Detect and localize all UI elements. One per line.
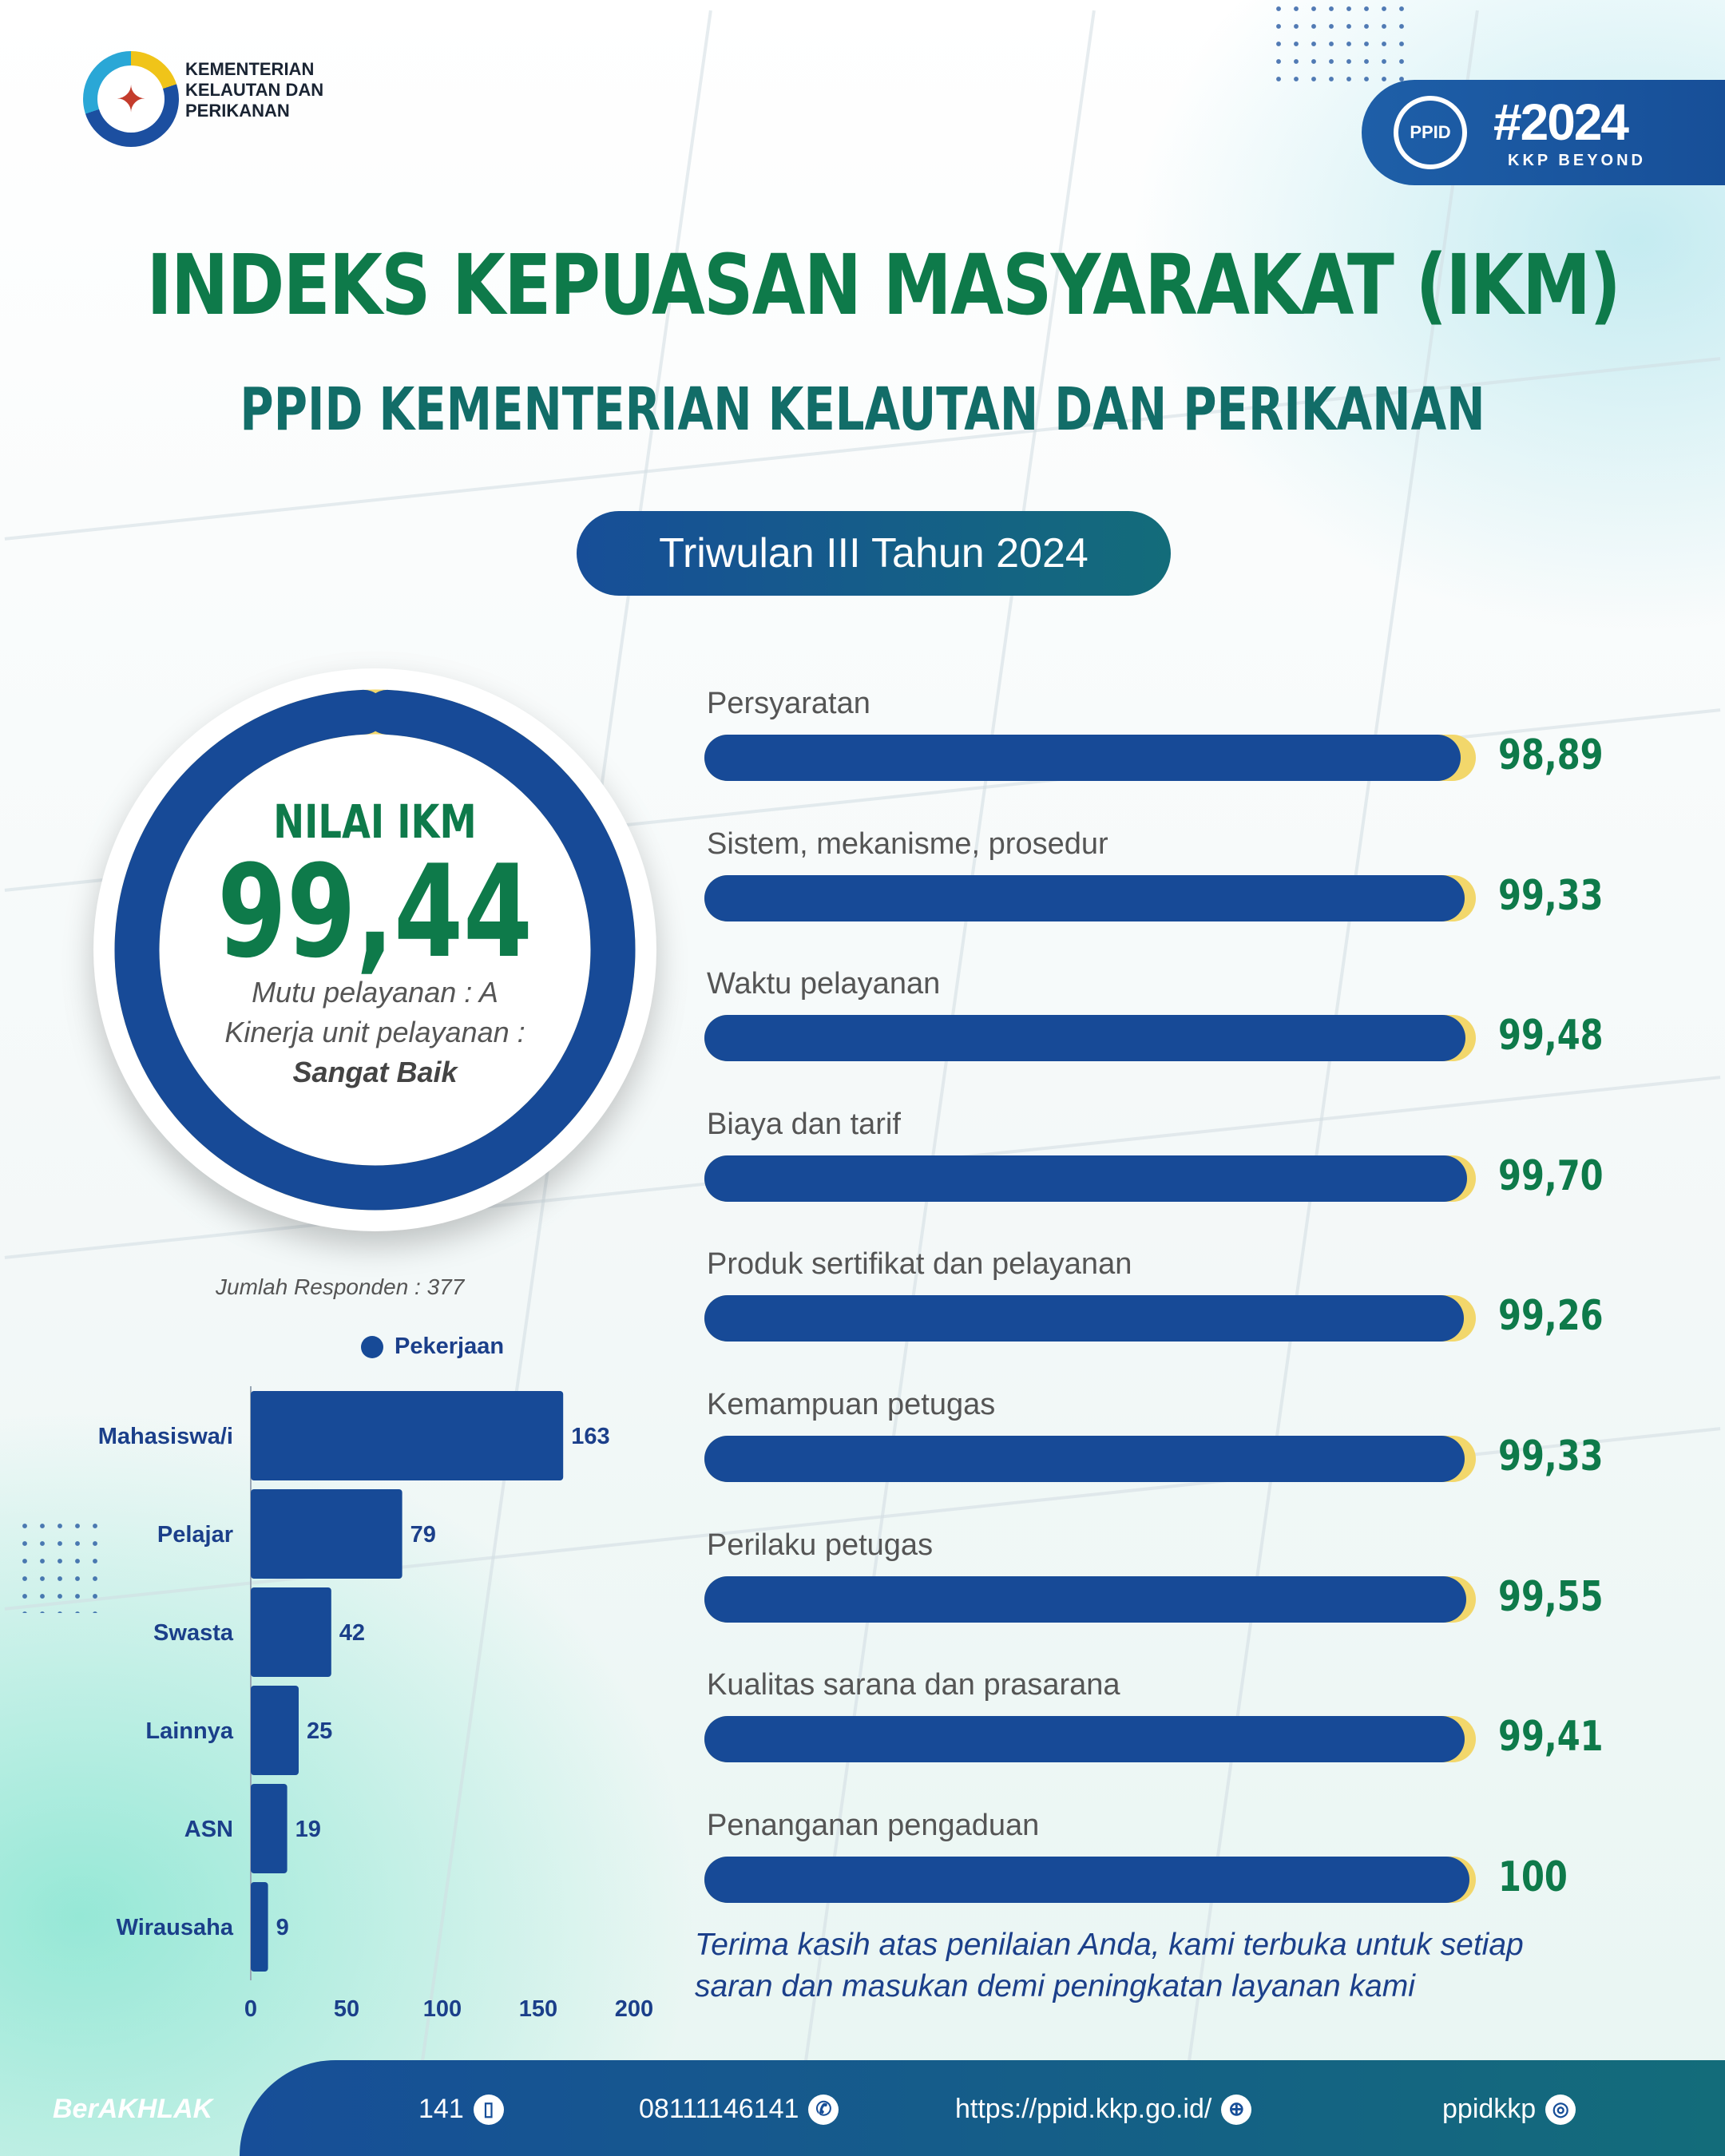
occupation-bar-chart: Mahasiswa/i 163 Pelajar 79 Swasta 42 Lainnya 25… — [98, 1386, 653, 2020]
website-text: https://ppid.kkp.go.id/ — [955, 2094, 1212, 2124]
criteria-value: 99,48 — [1498, 1012, 1604, 1060]
occupation-category-label: Pelajar — [157, 1522, 233, 1548]
criteria-value: 99,55 — [1498, 1572, 1604, 1621]
criteria-bar — [704, 1295, 1464, 1342]
criteria-label: Persyaratan — [707, 687, 870, 720]
instagram-link[interactable]: ppidkkp ◎ — [1442, 2094, 1576, 2125]
occupation-value-label: 25 — [307, 1718, 332, 1744]
occupation-category-label: Mahasiswa/i — [98, 1424, 233, 1449]
ikm-donut — [114, 689, 636, 1211]
criteria-bar — [704, 735, 1461, 781]
criteria-value: 98,89 — [1498, 731, 1604, 779]
thank-you-message: Terima kasih atas penilaian Anda, kami t… — [695, 1928, 1524, 2003]
page-title: INDEKS KEPUASAN MASYARAKAT (IKM) — [146, 236, 1621, 334]
criteria-value: 99,33 — [1498, 1433, 1604, 1480]
criteria-label: Perilaku petugas — [707, 1528, 934, 1562]
ppid-logo: PPID — [1394, 96, 1467, 169]
occupation-value-label: 9 — [276, 1915, 289, 1940]
phone-short-text: 141 — [418, 2094, 464, 2124]
occupation-bar — [251, 1489, 402, 1579]
criteria-value: 99,70 — [1498, 1151, 1604, 1200]
page-subtitle: PPID KEMENTERIAN KELAUTAN DAN PERIKANAN — [240, 375, 1485, 444]
criteria-value: 99,33 — [1498, 871, 1604, 920]
occupation-bar — [251, 1882, 268, 1972]
phone-short[interactable]: 141 ▯ — [418, 2094, 504, 2125]
occupation-value-label: 42 — [339, 1620, 365, 1646]
garuda-icon: ✦ — [97, 65, 165, 133]
globe-icon: ⊕ — [1221, 2094, 1252, 2125]
criteria-bar — [704, 1575, 1466, 1623]
chart-legend: Pekerjaan — [361, 1334, 504, 1360]
criteria-bar — [704, 1015, 1465, 1062]
criteria-bar — [704, 874, 1465, 921]
occupation-value-label: 163 — [571, 1424, 609, 1449]
occupation-category-label: Wirausaha — [117, 1915, 234, 1940]
occupation-bar — [251, 1784, 288, 1873]
website-link[interactable]: https://ppid.kkp.go.id/ ⊕ — [955, 2094, 1252, 2125]
criteria-label: Biaya dan tarif — [707, 1107, 901, 1141]
x-tick-label: 150 — [519, 1996, 557, 2020]
criteria-value: 99,26 — [1498, 1292, 1604, 1341]
ikm-value: 99,44 — [217, 837, 533, 986]
phone-icon: ▯ — [473, 2094, 504, 2125]
badge-hashtag: #2024 — [1493, 93, 1629, 151]
criteria-value: 99,41 — [1498, 1713, 1604, 1762]
occupation-category-label: Swasta — [153, 1620, 234, 1646]
criteria-label: Sistem, mekanisme, prosedur — [707, 826, 1108, 861]
legend-dot — [361, 1335, 383, 1358]
criteria-label: Waktu pelayanan — [707, 967, 941, 1001]
occupation-bar — [251, 1686, 299, 1775]
criteria-bar — [704, 1716, 1465, 1763]
occupation-category-label: ASN — [184, 1817, 233, 1842]
legend-label: Pekerjaan — [395, 1334, 505, 1359]
occupation-value-label: 79 — [410, 1522, 436, 1548]
criteria-label: Penanganan pengaduan — [707, 1808, 1040, 1842]
whatsapp-contact[interactable]: 08111146141 ✆ — [639, 2094, 839, 2125]
x-tick-label: 50 — [334, 1996, 359, 2020]
instagram-text: ppidkkp — [1442, 2094, 1537, 2124]
period-pill: Triwulan III Tahun 2024 — [577, 511, 1171, 596]
mutu-text: Mutu pelayanan : A — [252, 976, 498, 1009]
berakhlak-logo: BerAKHLAK — [53, 2094, 213, 2124]
criteria-label: Produk sertifikat dan pelayanan — [707, 1247, 1132, 1282]
occupation-bar — [251, 1587, 331, 1677]
criteria-label: Kualitas sarana dan prasarana — [707, 1668, 1120, 1702]
criteria-bar — [704, 1856, 1469, 1903]
ministry-logo: ✦ — [83, 51, 179, 147]
instagram-icon: ◎ — [1545, 2094, 1576, 2125]
criteria-value: 100 — [1498, 1853, 1568, 1901]
occupation-category-label: Lainnya — [145, 1718, 233, 1744]
occupation-value-label: 19 — [295, 1817, 321, 1842]
x-tick-label: 0 — [244, 1996, 257, 2020]
kinerja-value: Sangat Baik — [292, 1056, 458, 1088]
criteria-bar — [704, 1436, 1465, 1482]
ikm-donut-arc — [114, 689, 636, 1211]
kinerja-text: Kinerja unit pelayanan : — [224, 1016, 525, 1048]
occupation-bar — [251, 1391, 564, 1480]
whatsapp-text: 08111146141 — [639, 2094, 799, 2124]
x-tick-label: 100 — [423, 1996, 462, 2020]
whatsapp-icon: ✆ — [808, 2094, 839, 2125]
ikm-card — [93, 668, 656, 1231]
criteria-label: Kemampuan petugas — [707, 1388, 996, 1421]
criteria-bar — [704, 1155, 1468, 1202]
ministry-name: KEMENTERIAN KELAUTAN DAN PERIKANAN — [185, 59, 324, 121]
respondent-count: Jumlah Responden : 377 — [216, 1274, 465, 1299]
x-tick-label: 200 — [615, 1996, 653, 2020]
ikm-label: NILAI IKM — [273, 795, 477, 849]
badge-subtitle: KKP BEYOND — [1508, 152, 1646, 169]
